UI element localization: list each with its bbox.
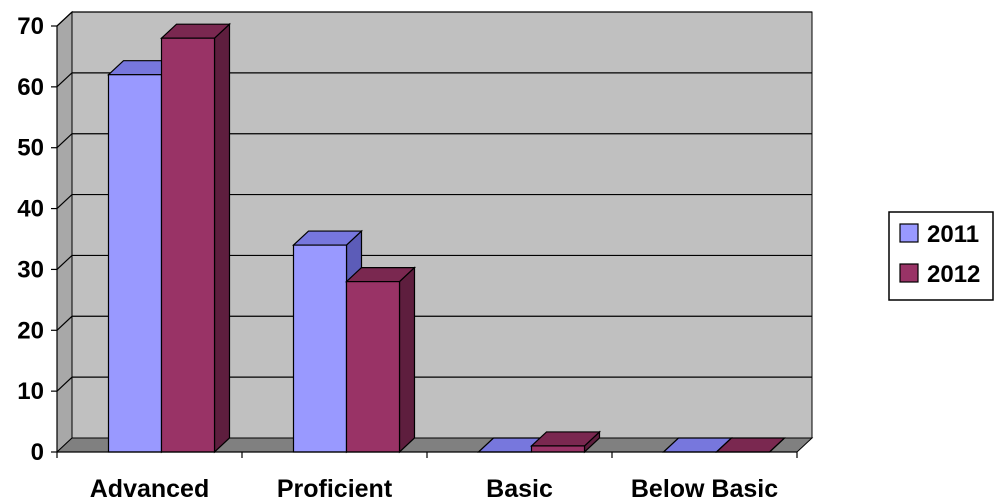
- x-tick-label: Proficient: [277, 475, 393, 503]
- bar-front: [292, 244, 348, 453]
- bar-advanced-2012: [159, 22, 232, 454]
- bar-front: [160, 37, 216, 453]
- x-axis: Advanced Proficient Basic Below Basic: [56, 451, 798, 503]
- bar-side: [213, 22, 231, 454]
- bar-proficient-2012: [344, 266, 417, 454]
- legend-swatch: [899, 223, 919, 243]
- bar-front: [530, 445, 586, 453]
- gridline: [56, 376, 812, 392]
- x-tick-label: Advanced: [90, 475, 209, 503]
- x-tick-label: Basic: [486, 475, 553, 503]
- side-wall: [56, 10, 73, 454]
- gridline: [56, 72, 812, 88]
- gridline: [56, 315, 812, 331]
- bar-front: [107, 74, 163, 453]
- x-tick-label: Below Basic: [631, 475, 778, 503]
- gridline: [56, 193, 812, 210]
- legend-swatch: [899, 263, 919, 283]
- gridline: [56, 133, 812, 149]
- y-tick-label: 60: [17, 74, 44, 101]
- y-tick-label: 50: [17, 135, 44, 162]
- bars: [106, 22, 787, 454]
- legend: 2011 2012: [888, 211, 994, 301]
- bar-side: [398, 266, 416, 454]
- y-tick-label: 0: [31, 439, 44, 466]
- y-axis: 0 10 20 30 40 50 60 70: [17, 13, 58, 466]
- gridline: [56, 254, 812, 270]
- legend-entry-2011: 2011: [927, 221, 979, 248]
- y-tick-label: 20: [17, 317, 44, 344]
- gridline: [56, 11, 812, 27]
- y-tick-label: 70: [17, 13, 44, 40]
- y-tick-label: 30: [17, 256, 44, 283]
- legend-entry-2012: 2012: [927, 261, 980, 288]
- bar-front: [345, 281, 401, 453]
- gridlines: [56, 11, 812, 392]
- y-tick-label: 10: [17, 378, 44, 405]
- y-tick-label: 40: [17, 196, 44, 223]
